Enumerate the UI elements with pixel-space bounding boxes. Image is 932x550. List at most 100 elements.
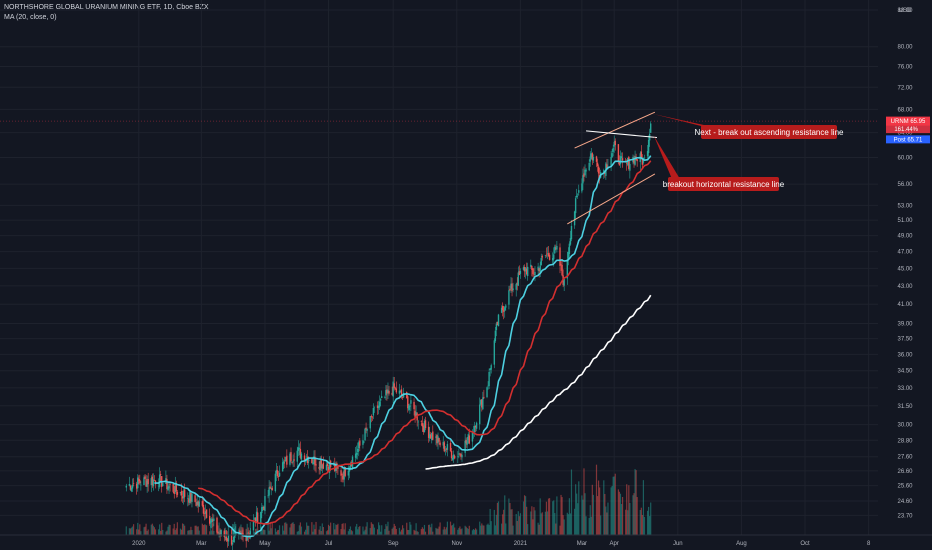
volume-bar bbox=[512, 525, 514, 535]
price-tick-label: 45.00 bbox=[897, 266, 913, 272]
volume-bar bbox=[634, 469, 636, 535]
candle-body bbox=[530, 264, 532, 267]
last-price-tag-text: URNM 65.95 bbox=[891, 119, 926, 125]
volume-bar bbox=[461, 528, 463, 535]
price-axis[interactable]: 88.00 80.00 76.00 72.00 68.00 64.00 60.00 56.00… bbox=[878, 0, 932, 550]
candle-body bbox=[260, 512, 262, 524]
candle-body bbox=[285, 457, 287, 462]
price-tick-label: 41.00 bbox=[897, 302, 913, 308]
candle-body bbox=[371, 416, 374, 418]
volume-bar bbox=[646, 510, 649, 535]
candle-body bbox=[306, 456, 309, 464]
candle-body bbox=[603, 170, 605, 173]
volume-bar bbox=[357, 529, 359, 535]
volume-bar bbox=[351, 531, 354, 535]
volume-bar bbox=[467, 528, 469, 535]
candle-body bbox=[253, 518, 256, 520]
volume-bar bbox=[599, 487, 601, 535]
volume-bar bbox=[567, 514, 569, 535]
candle-body bbox=[195, 502, 197, 506]
volume-bar bbox=[611, 486, 613, 535]
volume-bar bbox=[162, 529, 164, 535]
volume-bar bbox=[319, 526, 321, 535]
volume-bar bbox=[439, 522, 441, 535]
last-price-tag bbox=[886, 116, 930, 126]
volume-bar bbox=[568, 498, 570, 535]
volume-bar bbox=[466, 528, 468, 535]
moving-average-layer bbox=[154, 155, 652, 538]
volume-bar bbox=[421, 527, 423, 535]
candle-body bbox=[297, 447, 300, 451]
candle-body bbox=[553, 254, 555, 260]
volume-bar bbox=[196, 526, 198, 535]
candle-body bbox=[486, 387, 488, 398]
candle-body bbox=[319, 460, 321, 471]
price-tick-label: 26.60 bbox=[897, 469, 913, 475]
candle-body bbox=[267, 495, 269, 497]
candle-body bbox=[516, 283, 518, 285]
volume-bar bbox=[635, 470, 637, 535]
volume-bar bbox=[610, 487, 612, 535]
candle-body bbox=[311, 458, 313, 464]
trendline-layer bbox=[0, 111, 878, 225]
time-axis[interactable]: 2020 Mar May Jul Sep Nov 2021 Mar Apr Jun Aug Oct 8 bbox=[0, 534, 932, 547]
volume-bar bbox=[497, 501, 500, 535]
volume-bar bbox=[518, 516, 520, 535]
candle-body bbox=[515, 283, 517, 290]
volume-bar bbox=[350, 530, 353, 535]
candle-body bbox=[560, 264, 562, 265]
candle-body bbox=[143, 477, 145, 486]
volume-bar bbox=[501, 523, 503, 535]
annotation-breakout-ascending-box[interactable] bbox=[701, 125, 837, 139]
volume-bar bbox=[430, 527, 432, 535]
volume-bar bbox=[172, 528, 174, 535]
volume-bar bbox=[431, 523, 433, 535]
volume-bar bbox=[377, 522, 380, 535]
candle-body bbox=[366, 429, 368, 431]
candle-body bbox=[526, 266, 529, 277]
volume-bar bbox=[552, 501, 554, 535]
candle-body bbox=[262, 507, 264, 509]
volume-bar bbox=[327, 524, 330, 535]
volume-bar bbox=[632, 495, 634, 535]
volume-bar bbox=[413, 529, 415, 535]
volume-bar bbox=[417, 531, 419, 535]
volume-bar bbox=[576, 493, 578, 535]
volume-bar bbox=[648, 506, 650, 535]
candle-body bbox=[647, 139, 650, 153]
candle-body bbox=[144, 476, 146, 479]
volume-bar bbox=[468, 525, 470, 535]
candle-body bbox=[212, 520, 214, 521]
candle-body bbox=[613, 141, 615, 147]
volume-bar bbox=[132, 524, 135, 535]
volume-bar bbox=[282, 525, 284, 535]
price-tick-label: 68.00 bbox=[897, 107, 913, 113]
candle-body bbox=[575, 195, 578, 197]
volume-bar bbox=[153, 527, 156, 535]
candle-body bbox=[482, 397, 484, 410]
candle-body bbox=[227, 534, 230, 542]
volume-bar bbox=[429, 524, 431, 535]
candle-body bbox=[286, 455, 288, 465]
candle-body bbox=[314, 456, 316, 466]
annotation-breakout-horizontal-box[interactable] bbox=[668, 177, 779, 191]
volume-bar bbox=[321, 523, 323, 535]
volume-bar bbox=[540, 513, 542, 535]
candle-body bbox=[548, 254, 551, 260]
candle-body bbox=[369, 416, 371, 429]
volume-bar bbox=[591, 484, 593, 535]
candle-body bbox=[473, 425, 476, 433]
volume-bar bbox=[364, 529, 366, 535]
volume-bar bbox=[173, 523, 175, 535]
candle-body bbox=[384, 397, 386, 398]
candle-body bbox=[218, 533, 220, 535]
candle-body bbox=[281, 462, 284, 472]
volume-bar bbox=[211, 530, 213, 535]
volume-bar bbox=[408, 530, 410, 535]
candle-body bbox=[410, 400, 412, 404]
volume-bar bbox=[359, 526, 361, 535]
volume-bar bbox=[209, 531, 211, 535]
volume-bar bbox=[445, 527, 447, 535]
candle-body bbox=[167, 486, 169, 491]
